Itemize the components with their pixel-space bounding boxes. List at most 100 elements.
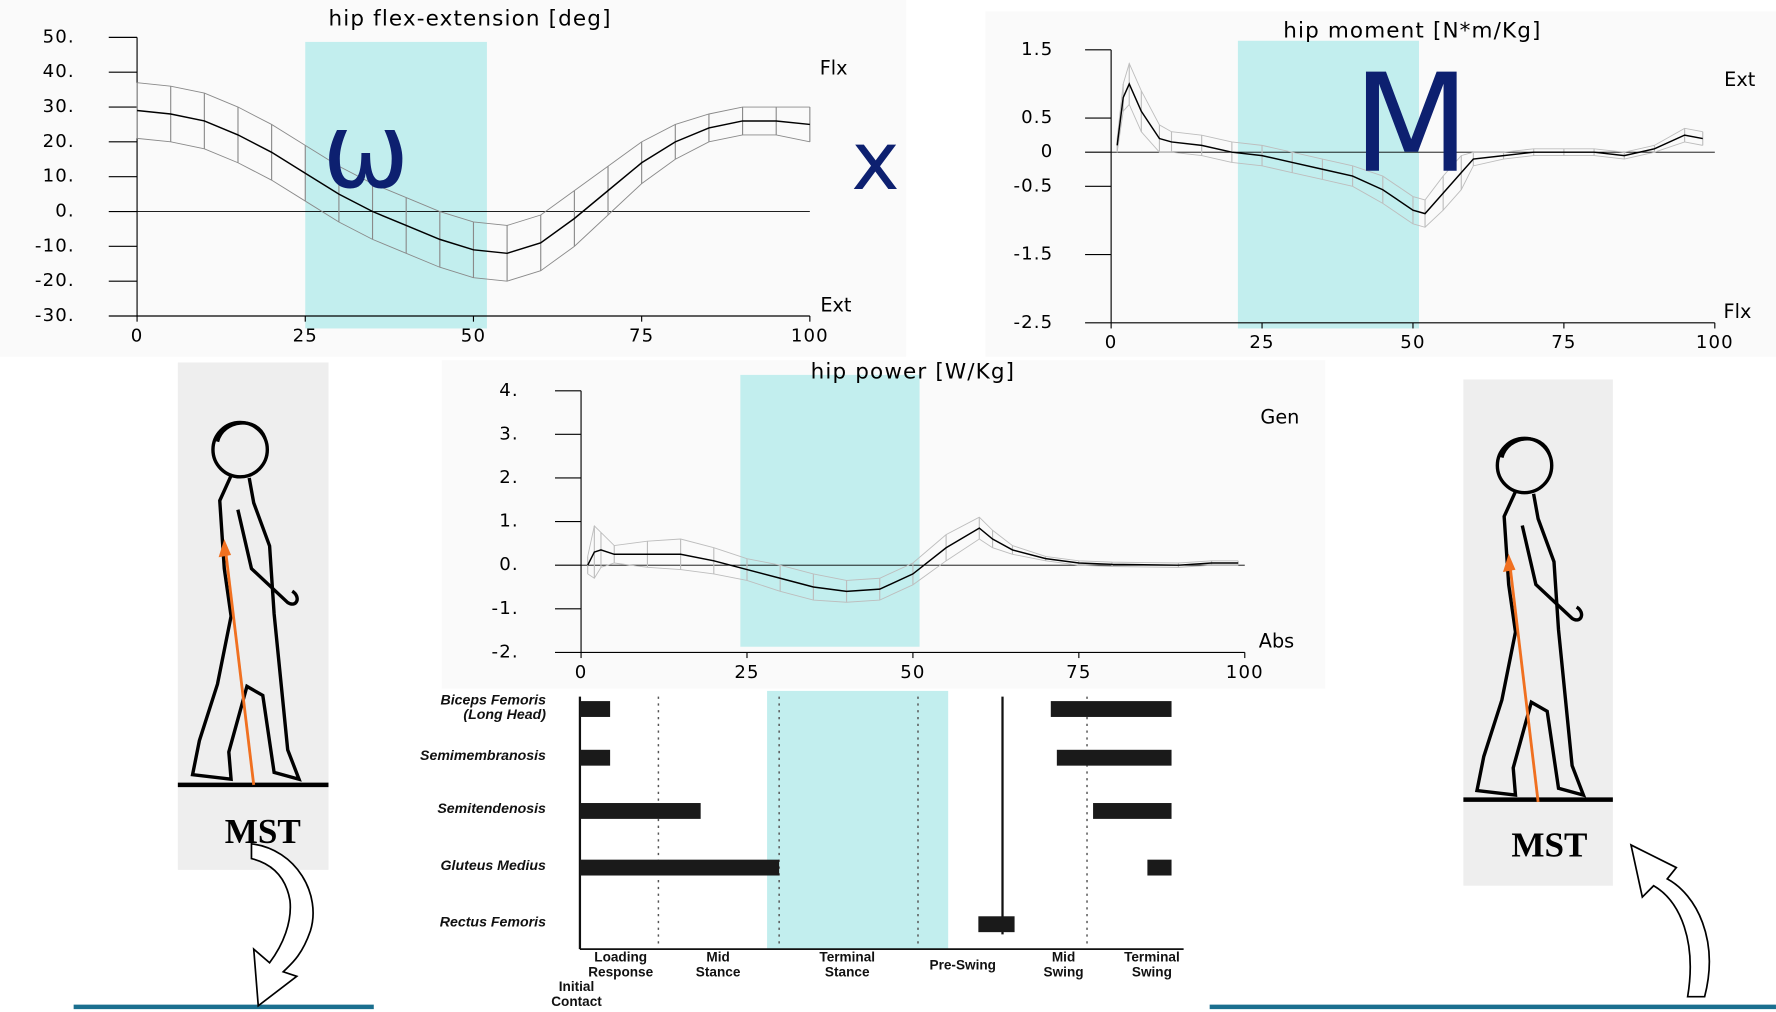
y-tick-label: -1.: [492, 598, 519, 619]
figure-right: MST: [1463, 379, 1613, 886]
x-tick-label: 75: [1551, 332, 1576, 353]
emg-bar: [1056, 749, 1172, 766]
times-symbol: x: [851, 114, 899, 209]
phase-label-box: Terminal Stance: [819, 950, 876, 980]
emg-bar: [579, 701, 611, 717]
x-tick-label: 100: [1226, 662, 1264, 683]
walking-boy: [190, 420, 302, 782]
curved-arrow: [250, 842, 314, 1008]
phase-label-box: Initial Contact: [551, 979, 602, 1009]
direction-label: Flx: [1724, 300, 1752, 323]
phase-label: Terminal Swing: [1124, 950, 1180, 980]
x-tick-label: 100: [791, 325, 829, 346]
y-tick-label: -2.: [492, 641, 519, 662]
emg-bar: [1093, 803, 1172, 819]
mean-line: [587, 527, 1239, 593]
phase-label: Pre-Swing: [929, 958, 996, 973]
y-tick-label: -10.: [35, 235, 75, 256]
phase-label: Mid Stance: [695, 950, 741, 980]
highlight-band: [767, 690, 949, 950]
chart-title: hip power [W/Kg]: [811, 360, 1016, 385]
figure-panel: [177, 362, 329, 870]
y-tick-label: 20.: [43, 131, 75, 152]
x-tick-label: 0: [575, 662, 588, 683]
y-tick-label: 0.: [499, 554, 519, 575]
phase-label: Initial Contact: [551, 979, 602, 1009]
omega-symbol: ω: [322, 90, 409, 212]
x-tick-label: 75: [629, 325, 654, 346]
y-tick-label: 0: [1041, 141, 1054, 162]
emg-bar: [579, 859, 780, 876]
highlight-band: [305, 41, 487, 329]
muscle-label: Biceps Femoris (Long Head): [440, 693, 546, 723]
phase-label-box: Mid Swing: [1044, 950, 1084, 978]
direction-label: Ext: [1724, 68, 1756, 91]
x-tick-label: 50: [900, 662, 925, 683]
band-edge-upper: [137, 82, 810, 226]
muscle-label-box: Rectus Femoris: [440, 915, 546, 929]
force-arrowhead: [1503, 553, 1516, 572]
phase-label-box: Pre-Swing: [929, 958, 996, 973]
chart-title: hip flex-extension [deg]: [329, 6, 612, 31]
y-tick-label: 50.: [43, 26, 75, 47]
emg-bar: [978, 916, 1015, 933]
x-tick-label: 0: [1105, 332, 1118, 353]
y-tick-label: 4.: [499, 380, 519, 401]
band-edge-lower: [1116, 103, 1703, 228]
band-edge-upper: [1116, 62, 1703, 201]
muscle-label-box: Semitendenosis: [437, 801, 546, 817]
phase-label: MST: [225, 812, 301, 851]
figure-left: MST: [177, 362, 329, 870]
phase-label: Terminal Stance: [819, 950, 876, 980]
muscle-label: Semitendenosis: [437, 801, 546, 817]
muscle-label-box: Biceps Femoris (Long Head): [440, 693, 546, 723]
x-tick-label: 100: [1696, 332, 1734, 353]
phase-label-box: Mid Stance: [695, 950, 741, 980]
emg-bar: [1050, 701, 1172, 717]
muscle-label: Semimembranosis: [420, 748, 546, 764]
y-tick-label: -20.: [35, 270, 75, 291]
force-arrowhead: [218, 539, 232, 558]
emg-bar: [579, 803, 701, 819]
y-tick-label: 10.: [43, 166, 75, 187]
y-tick-label: 1.: [499, 511, 519, 532]
phase-label: Loading Response: [588, 950, 654, 980]
y-tick-label: 3.: [499, 423, 519, 444]
y-tick-label: 2.: [499, 467, 519, 488]
phase-label: MST: [1511, 825, 1587, 864]
direction-label: Gen: [1260, 405, 1299, 428]
muscle-label: Gluteus Medius: [440, 858, 546, 874]
force-vector: [224, 549, 256, 786]
x-tick-label: 25: [293, 325, 318, 346]
band-edge-upper: [587, 516, 1239, 581]
walking-boy: [1474, 436, 1587, 798]
y-tick-label: -1.5: [1013, 244, 1053, 265]
force-vector: [1508, 563, 1540, 803]
chart-title: hip moment [N*m/Kg]: [1283, 19, 1541, 44]
muscle-label-box: Gluteus Medius: [440, 858, 546, 874]
direction-label: Flx: [820, 57, 848, 80]
figure-panel: [1463, 379, 1613, 886]
moment-symbol: M: [1353, 46, 1470, 204]
muscle-label-box: Semimembranosis: [420, 748, 546, 764]
x-tick-label: 0: [131, 325, 144, 346]
highlight-band: [1237, 40, 1420, 329]
y-tick-label: 0.5: [1021, 107, 1053, 128]
highlight-band: [740, 374, 920, 647]
y-tick-label: 30.: [43, 96, 75, 117]
band-edge-lower: [587, 538, 1239, 603]
y-tick-label: -0.5: [1013, 175, 1053, 196]
y-tick-label: 40.: [43, 61, 75, 82]
mean-line: [136, 109, 810, 255]
direction-label: Ext: [820, 293, 852, 316]
phase-label-box: Loading Response: [588, 950, 654, 980]
x-tick-label: 25: [1249, 332, 1274, 353]
y-tick-label: -2.5: [1013, 312, 1053, 333]
x-tick-label: 50: [1400, 332, 1425, 353]
phase-label-box: Terminal Swing: [1124, 950, 1180, 980]
emg-bar: [1147, 859, 1172, 876]
x-tick-label: 75: [1066, 662, 1091, 683]
band-edge-lower: [137, 134, 810, 282]
